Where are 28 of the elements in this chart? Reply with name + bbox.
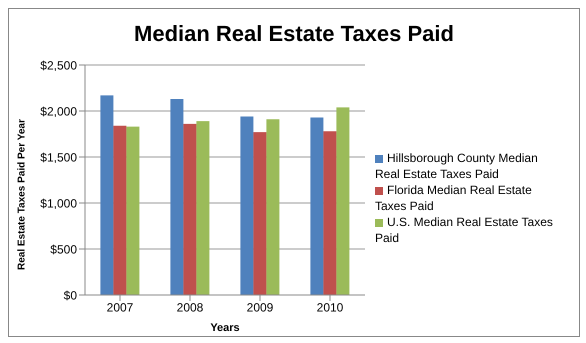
x-tick-label: 2007 xyxy=(106,300,134,315)
legend-label: U.S. Median Real Estate Taxes Paid xyxy=(375,215,553,245)
bar xyxy=(336,107,350,295)
bar xyxy=(170,99,184,295)
y-tick-label: $500 xyxy=(50,242,78,256)
bar xyxy=(240,116,254,295)
y-axis-title: Real Estate Taxes Paid Per Year xyxy=(16,119,28,270)
y-tick-label: $2,000 xyxy=(40,104,78,118)
legend-label: Hillsborough County Median Real Estate Taxes Paid xyxy=(375,151,538,181)
bar xyxy=(183,124,196,295)
y-tick-label: $1,000 xyxy=(40,196,78,210)
bar xyxy=(323,131,336,295)
y-tick-label: $2,500 xyxy=(40,58,78,72)
chart-title: Median Real Estate Taxes Paid xyxy=(133,20,455,48)
bar xyxy=(100,95,114,295)
bar xyxy=(253,132,266,295)
legend-label: Florida Median Real Estate Taxes Paid xyxy=(375,183,532,213)
bar xyxy=(266,119,280,295)
x-tick-label: 2008 xyxy=(176,300,204,315)
bar xyxy=(310,117,324,295)
bar xyxy=(126,126,140,295)
bar xyxy=(113,126,126,295)
x-tick-label: 2009 xyxy=(246,300,274,315)
y-tick-label: $0 xyxy=(64,288,78,302)
x-axis-title: Years xyxy=(210,322,240,334)
bar xyxy=(196,121,210,295)
y-tick-label: $1,500 xyxy=(40,150,78,164)
x-tick-label: 2010 xyxy=(316,300,344,315)
